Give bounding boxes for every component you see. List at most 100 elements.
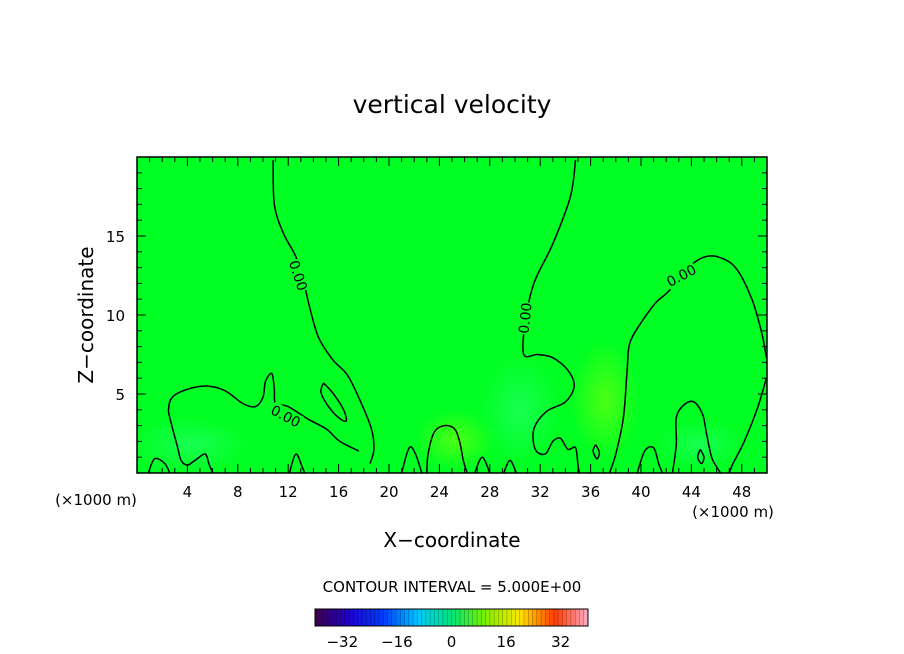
contour-line-15 <box>474 456 491 473</box>
colorbar-tick-label: 0 <box>447 633 457 651</box>
colorbar-segment <box>579 609 585 626</box>
colorbar-segment <box>451 609 457 626</box>
x-tick-label: 40 <box>631 483 650 501</box>
colorbar-segment <box>455 609 461 626</box>
colorbar-segment <box>566 609 572 626</box>
colorbar-segment <box>549 609 555 626</box>
y-tick-label: 10 <box>106 307 125 325</box>
colorbar-segment <box>502 609 508 626</box>
colorbar <box>314 609 589 626</box>
colorbar-segment <box>558 609 563 626</box>
contour-label-background <box>267 401 304 431</box>
x-axis-ticks: 4 8 12 16 20 24 28 32 36 40 44 48 <box>149 157 755 501</box>
y-axis-label: Z−coordinate <box>74 246 98 383</box>
y-tick-label: 15 <box>106 228 125 246</box>
colorbar-segment <box>524 609 529 626</box>
colorbar-segment <box>408 609 414 626</box>
colorbar-segment <box>536 609 542 626</box>
colorbar-segment <box>400 609 405 626</box>
contour-line-12 <box>147 457 171 473</box>
contour-line-4 <box>608 254 767 473</box>
contour-line-8 <box>400 446 423 473</box>
colorbar-segment <box>327 609 333 626</box>
colorbar-segment <box>506 609 512 626</box>
colorbar-segment <box>374 609 380 626</box>
colorbar-segment <box>396 609 401 626</box>
contour-label-background <box>663 260 700 291</box>
colorbar-segment <box>553 609 559 626</box>
colorbar-segment <box>391 609 397 626</box>
colorbar-segment <box>570 609 576 626</box>
colorbar-segment <box>477 609 482 626</box>
x-tick-label: 32 <box>531 483 550 501</box>
colorbar-segment <box>366 609 371 626</box>
colorbar-segment <box>353 609 358 626</box>
colorbar-segment <box>515 609 521 626</box>
x-axis-label: X−coordinate <box>383 528 520 552</box>
contour-line-14 <box>696 448 705 465</box>
colorbar-segment <box>485 609 491 626</box>
colorbar-segment <box>357 609 363 626</box>
colorbar-segment <box>370 609 376 626</box>
colorbar-segment <box>383 609 388 626</box>
colorbar-segment <box>528 609 533 626</box>
colorbar-segment <box>519 609 525 626</box>
colorbar-segment <box>541 609 546 626</box>
colorbar-segment <box>545 609 550 626</box>
colorbar-segment <box>336 609 341 626</box>
colorbar-tick-labels: −32 −16 0 16 32 <box>326 633 570 651</box>
colorbar-segment <box>460 609 465 626</box>
contour-line-13 <box>592 444 601 460</box>
contour-line-2 <box>320 382 348 423</box>
colorbar-segment <box>511 609 516 626</box>
colorbar-tick-label: 16 <box>497 633 516 651</box>
chart-title: vertical velocity <box>353 90 552 119</box>
contour-label: 0.00 <box>516 302 535 335</box>
colorbar-segment <box>340 609 346 626</box>
x-tick-label: 12 <box>279 483 298 501</box>
field-variations <box>137 340 745 473</box>
x-axis-unit-label: (×1000 m) <box>692 503 774 521</box>
x-tick-label: 48 <box>732 483 751 501</box>
x-tick-label: 24 <box>430 483 449 501</box>
colorbar-segment <box>332 609 337 626</box>
y-tick-label: 5 <box>115 386 125 404</box>
colorbar-segment <box>349 609 354 626</box>
colorbar-tick-label: 32 <box>551 633 570 651</box>
colorbar-segment <box>447 609 452 626</box>
colorbar-segment <box>417 609 422 626</box>
x-tick-label: 8 <box>233 483 243 501</box>
colorbar-segment <box>434 609 440 626</box>
colorbar-segment <box>361 609 367 626</box>
x-tick-label: 16 <box>329 483 348 501</box>
colorbar-segment <box>315 609 320 626</box>
contour-line-6 <box>671 400 722 473</box>
colorbar-segment <box>425 609 431 626</box>
colorbar-segment <box>583 609 589 626</box>
colorbar-segment <box>413 609 418 626</box>
y-axis-unit-label: (×1000 m) <box>55 491 137 509</box>
colorbar-frame <box>314 608 589 627</box>
contour-label-background <box>285 257 311 294</box>
x-tick-label: 28 <box>480 483 499 501</box>
colorbar-segment <box>323 609 329 626</box>
colorbar-segment <box>489 609 495 626</box>
y-axis-ticks: 5 10 15 <box>106 172 767 458</box>
colorbar-tick-label: −32 <box>326 633 358 651</box>
x-tick-label: 20 <box>379 483 398 501</box>
colorbar-segment <box>498 609 503 626</box>
colorbar-segment <box>319 609 324 626</box>
contour-line-0 <box>272 160 375 464</box>
contour-interval-text: CONTOUR INTERVAL = 5.000E+00 <box>323 578 582 596</box>
colorbar-tick-label: −16 <box>381 633 413 651</box>
colorbar-segment <box>468 609 474 626</box>
colorbar-segment <box>344 609 350 626</box>
colorbar-segment <box>464 609 469 626</box>
colorbar-segment <box>442 609 448 626</box>
colorbar-segment <box>532 609 538 626</box>
colorbar-segment <box>481 609 486 626</box>
colorbar-segment <box>387 609 393 626</box>
colorbar-segment <box>438 609 444 626</box>
x-tick-label: 36 <box>581 483 600 501</box>
